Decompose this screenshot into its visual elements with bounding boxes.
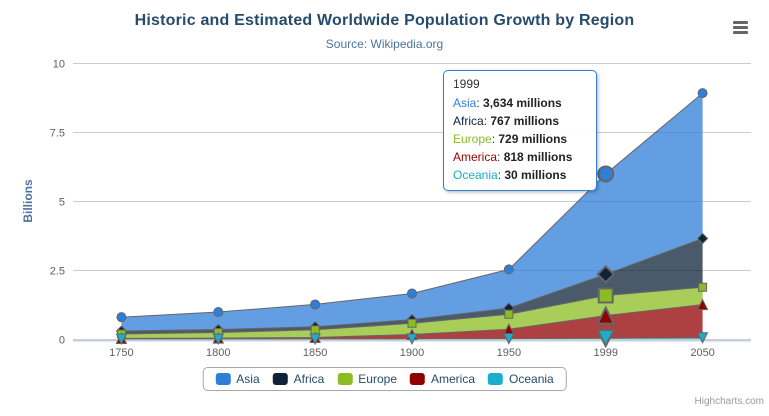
legend-swatch (272, 373, 288, 385)
tooltip-series-value: 767 millions (490, 114, 560, 128)
y-axis-label: 7.5 (50, 128, 65, 140)
page-title: Historic and Estimated Worldwide Populat… (134, 12, 635, 29)
y-axis-label: 2.5 (50, 266, 65, 278)
data-point-marker-africa-2050[interactable] (696, 232, 709, 245)
x-axis-label: 1800 (206, 347, 230, 359)
legend-item-europe[interactable]: Europe (337, 372, 397, 386)
legend-item-asia[interactable]: Asia (215, 372, 260, 386)
data-point-marker-europe-1900[interactable] (407, 318, 417, 328)
legend-item-america[interactable]: America (410, 372, 475, 386)
tooltip-row-oceania: Oceania: 30 millions (453, 168, 567, 182)
data-point-marker-oceania-1950[interactable] (503, 333, 515, 345)
tooltip-series-label: Asia (453, 96, 477, 110)
export-menu-button[interactable] (733, 21, 748, 34)
data-point-marker-asia-1999[interactable] (597, 165, 615, 183)
data-point-marker-asia-1950[interactable] (503, 264, 514, 275)
data-point-marker-europe-2050[interactable] (698, 282, 708, 292)
area-africa[interactable] (121, 238, 703, 334)
tooltip-series-label: America (453, 150, 498, 164)
x-axis-label: 1850 (303, 347, 327, 359)
legend-label: Asia (236, 372, 260, 386)
legend-swatch (215, 373, 231, 385)
tooltip-series-value: 3,634 millions (483, 96, 562, 110)
data-point-marker-asia-1800[interactable] (213, 307, 224, 318)
legend-label: Africa (293, 372, 325, 386)
area-asia[interactable] (121, 93, 703, 331)
tooltip-rows: Asia: 3,634 millions Africa: 767 millions… (453, 94, 587, 184)
area-america[interactable] (121, 304, 703, 339)
legend-label: Oceania (509, 372, 554, 386)
tooltip-series-label: Africa (453, 114, 484, 128)
y-axis-title: Billions (21, 179, 35, 223)
tooltip-row-america: America: 818 millions (453, 150, 573, 164)
data-point-marker-oceania-1800[interactable] (212, 333, 225, 346)
tooltip-series-label: Europe (453, 132, 492, 146)
legend-swatch (410, 373, 426, 385)
legend-label: Europe (358, 372, 398, 386)
tooltip-header: 1999 (453, 77, 480, 91)
hamburger-menu-icon (733, 26, 748, 29)
data-point-marker-oceania-1900[interactable] (406, 333, 418, 345)
legend: Asia Africa Europe America Oceania (202, 367, 567, 391)
legend-item-oceania[interactable]: Oceania (488, 372, 554, 386)
x-axis-label: 1950 (497, 347, 521, 359)
tooltip-row-asia: Asia: 3,634 millions (453, 96, 562, 110)
x-axis-label: 1750 (109, 347, 133, 359)
data-point-marker-america-2050[interactable] (696, 298, 709, 311)
y-axis-label: 10 (53, 59, 65, 71)
data-point-marker-asia-1900[interactable] (407, 288, 417, 299)
chart-subtitle: Source: Wikipedia.org (325, 37, 444, 51)
legend-label: America (431, 372, 476, 386)
hamburger-menu-icon (733, 21, 748, 24)
tooltip-row-europe: Europe: 729 millions (453, 132, 568, 146)
x-axis-label: 1900 (400, 347, 424, 359)
data-point-marker-america-1999[interactable] (596, 305, 616, 325)
legend-item-africa[interactable]: Africa (272, 372, 325, 386)
x-axis-label: 1999 (593, 347, 617, 359)
data-point-marker-asia-1750[interactable] (116, 312, 127, 323)
data-point-marker-asia-2050[interactable] (697, 88, 708, 99)
tooltip-series-value: 818 millions (503, 150, 573, 164)
data-point-marker-oceania-2050[interactable] (696, 332, 709, 344)
tooltip-series-value: 30 millions (504, 168, 567, 182)
x-axis-label: 2050 (690, 347, 714, 359)
tooltip-series-value: 729 millions (498, 132, 568, 146)
legend-swatch (488, 373, 504, 385)
legend-swatch (337, 373, 353, 385)
data-point-marker-oceania-1999[interactable] (596, 329, 616, 349)
tooltip-row-africa: Africa: 767 millions (453, 114, 560, 128)
data-point-marker-oceania-1750[interactable] (115, 333, 128, 346)
tooltip-series-label: Oceania (453, 168, 498, 182)
data-point-marker-oceania-1850[interactable] (309, 333, 321, 346)
hamburger-menu-icon (733, 31, 748, 34)
credits-link[interactable]: Highcharts.com (694, 396, 764, 407)
data-point-marker-asia-1850[interactable] (310, 299, 321, 310)
data-point-marker-europe-1999[interactable] (597, 287, 614, 304)
data-point-marker-europe-1950[interactable] (504, 309, 514, 319)
data-point-marker-africa-1999[interactable] (596, 264, 616, 284)
tooltip: 1999 Asia: 3,634 millions Africa: 767 mil… (443, 70, 597, 191)
y-axis-label: 5 (59, 197, 65, 209)
y-axis-label: 0 (59, 335, 65, 347)
